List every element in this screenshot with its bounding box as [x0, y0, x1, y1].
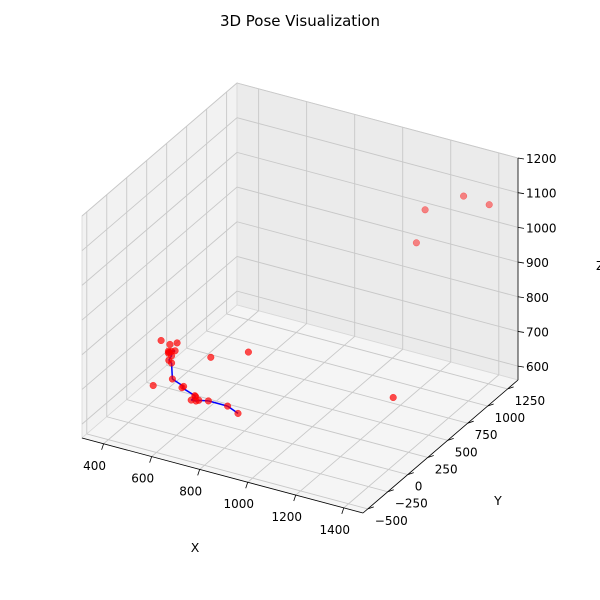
data-point: [157, 336, 165, 345]
grid-y-floor: [86, 433, 368, 510]
grid-z-left: [81, 82, 238, 217]
grid-x-floor: [247, 348, 404, 483]
grid-y-floor: [226, 313, 508, 390]
data-point: [244, 348, 252, 356]
z-tick: [517, 226, 525, 229]
grid-z-left: [81, 221, 238, 356]
y-tick: [507, 386, 514, 390]
z-tick-label: 600: [526, 360, 549, 374]
data-point: [224, 402, 232, 410]
x-tick-label: 1400: [320, 523, 351, 537]
data-point: [149, 381, 157, 390]
x-tick: [245, 482, 249, 489]
z-tick: [517, 157, 525, 160]
z-tick: [517, 331, 525, 333]
y-tick: [427, 455, 434, 458]
x-tick-label: 800: [179, 484, 202, 498]
data-point: [168, 375, 176, 383]
z-tick-label: 1000: [526, 221, 557, 235]
data-point: [412, 239, 420, 247]
z-axis-label: Z: [596, 258, 600, 273]
y-tick-label: 750: [475, 428, 498, 442]
z-tick-label: 1100: [526, 187, 557, 201]
data-point: [234, 409, 242, 417]
grid-z-back: [236, 221, 519, 298]
grid-x-floor: [199, 336, 355, 470]
y-tick: [467, 420, 474, 424]
data-point: [389, 393, 397, 402]
grid-z-back: [236, 256, 519, 332]
grid-y-floor: [166, 364, 448, 441]
chart-title: 3D Pose Visualization: [219, 12, 381, 30]
data-point: [166, 340, 174, 348]
y-tick-label: 250: [435, 462, 458, 476]
grid-x-floor: [295, 361, 452, 496]
y-tick-label: 0: [415, 480, 423, 494]
y-tick: [367, 506, 374, 510]
grid-y-floor: [106, 416, 388, 493]
y-tick: [407, 472, 414, 475]
x-axis-line: [81, 437, 364, 514]
data-point: [485, 201, 493, 209]
z-tick: [517, 365, 525, 368]
y-tick: [387, 489, 394, 493]
grid-z-left: [81, 290, 238, 425]
x-tick: [149, 456, 153, 463]
grid-x-floor: [151, 323, 307, 457]
x-axis-label: X: [191, 540, 200, 555]
z-tick-label: 800: [526, 291, 549, 305]
y-tick-label: 1000: [495, 411, 526, 425]
data-point: [421, 206, 429, 214]
y-tick: [447, 437, 454, 441]
grid-y-floor: [206, 330, 488, 407]
grid-z-back: [236, 117, 519, 194]
z-tick-label: 1200: [526, 152, 557, 166]
grid-z-left: [81, 186, 238, 321]
grid-x-floor: [103, 310, 259, 445]
x-tick-label: 400: [83, 459, 106, 473]
grid-x-floor: [343, 374, 500, 509]
y-tick-label: −250: [395, 497, 428, 511]
data-point: [168, 359, 176, 367]
grid-y-floor: [186, 347, 468, 424]
data-point: [178, 384, 186, 392]
y-axis-line: [362, 379, 519, 514]
data-point: [195, 396, 203, 404]
x-tick-label: 1200: [271, 510, 302, 524]
grid-z-left: [81, 117, 238, 252]
y-axis-label: Y: [493, 493, 502, 508]
grid-z-back: [236, 186, 519, 263]
data-point: [207, 353, 215, 361]
grid-y-floor: [126, 399, 408, 476]
y-tick-label: 500: [455, 445, 478, 459]
x-tick: [197, 469, 201, 476]
data-point: [460, 192, 468, 200]
data-point: [204, 397, 212, 405]
x-tick: [293, 494, 297, 502]
x-tick-label: 600: [131, 472, 154, 486]
y-tick-label: 1250: [515, 394, 546, 408]
grid-z-back: [236, 82, 519, 159]
z-tick-label: 900: [526, 256, 549, 270]
y-tick: [487, 403, 494, 407]
x-tick: [341, 507, 345, 514]
z-tick: [517, 192, 525, 195]
grid-z-back: [236, 151, 519, 228]
grid-z-back: [236, 290, 519, 367]
z-tick-label: 700: [526, 325, 549, 339]
data-point: [173, 339, 181, 347]
x-tick-label: 1000: [223, 497, 254, 511]
z-tick: [517, 296, 525, 299]
z-tick: [517, 261, 525, 264]
grid-z-left: [81, 256, 238, 390]
grid-z-left: [81, 152, 238, 286]
y-tick-label: −500: [375, 514, 408, 528]
x-tick: [101, 443, 104, 450]
